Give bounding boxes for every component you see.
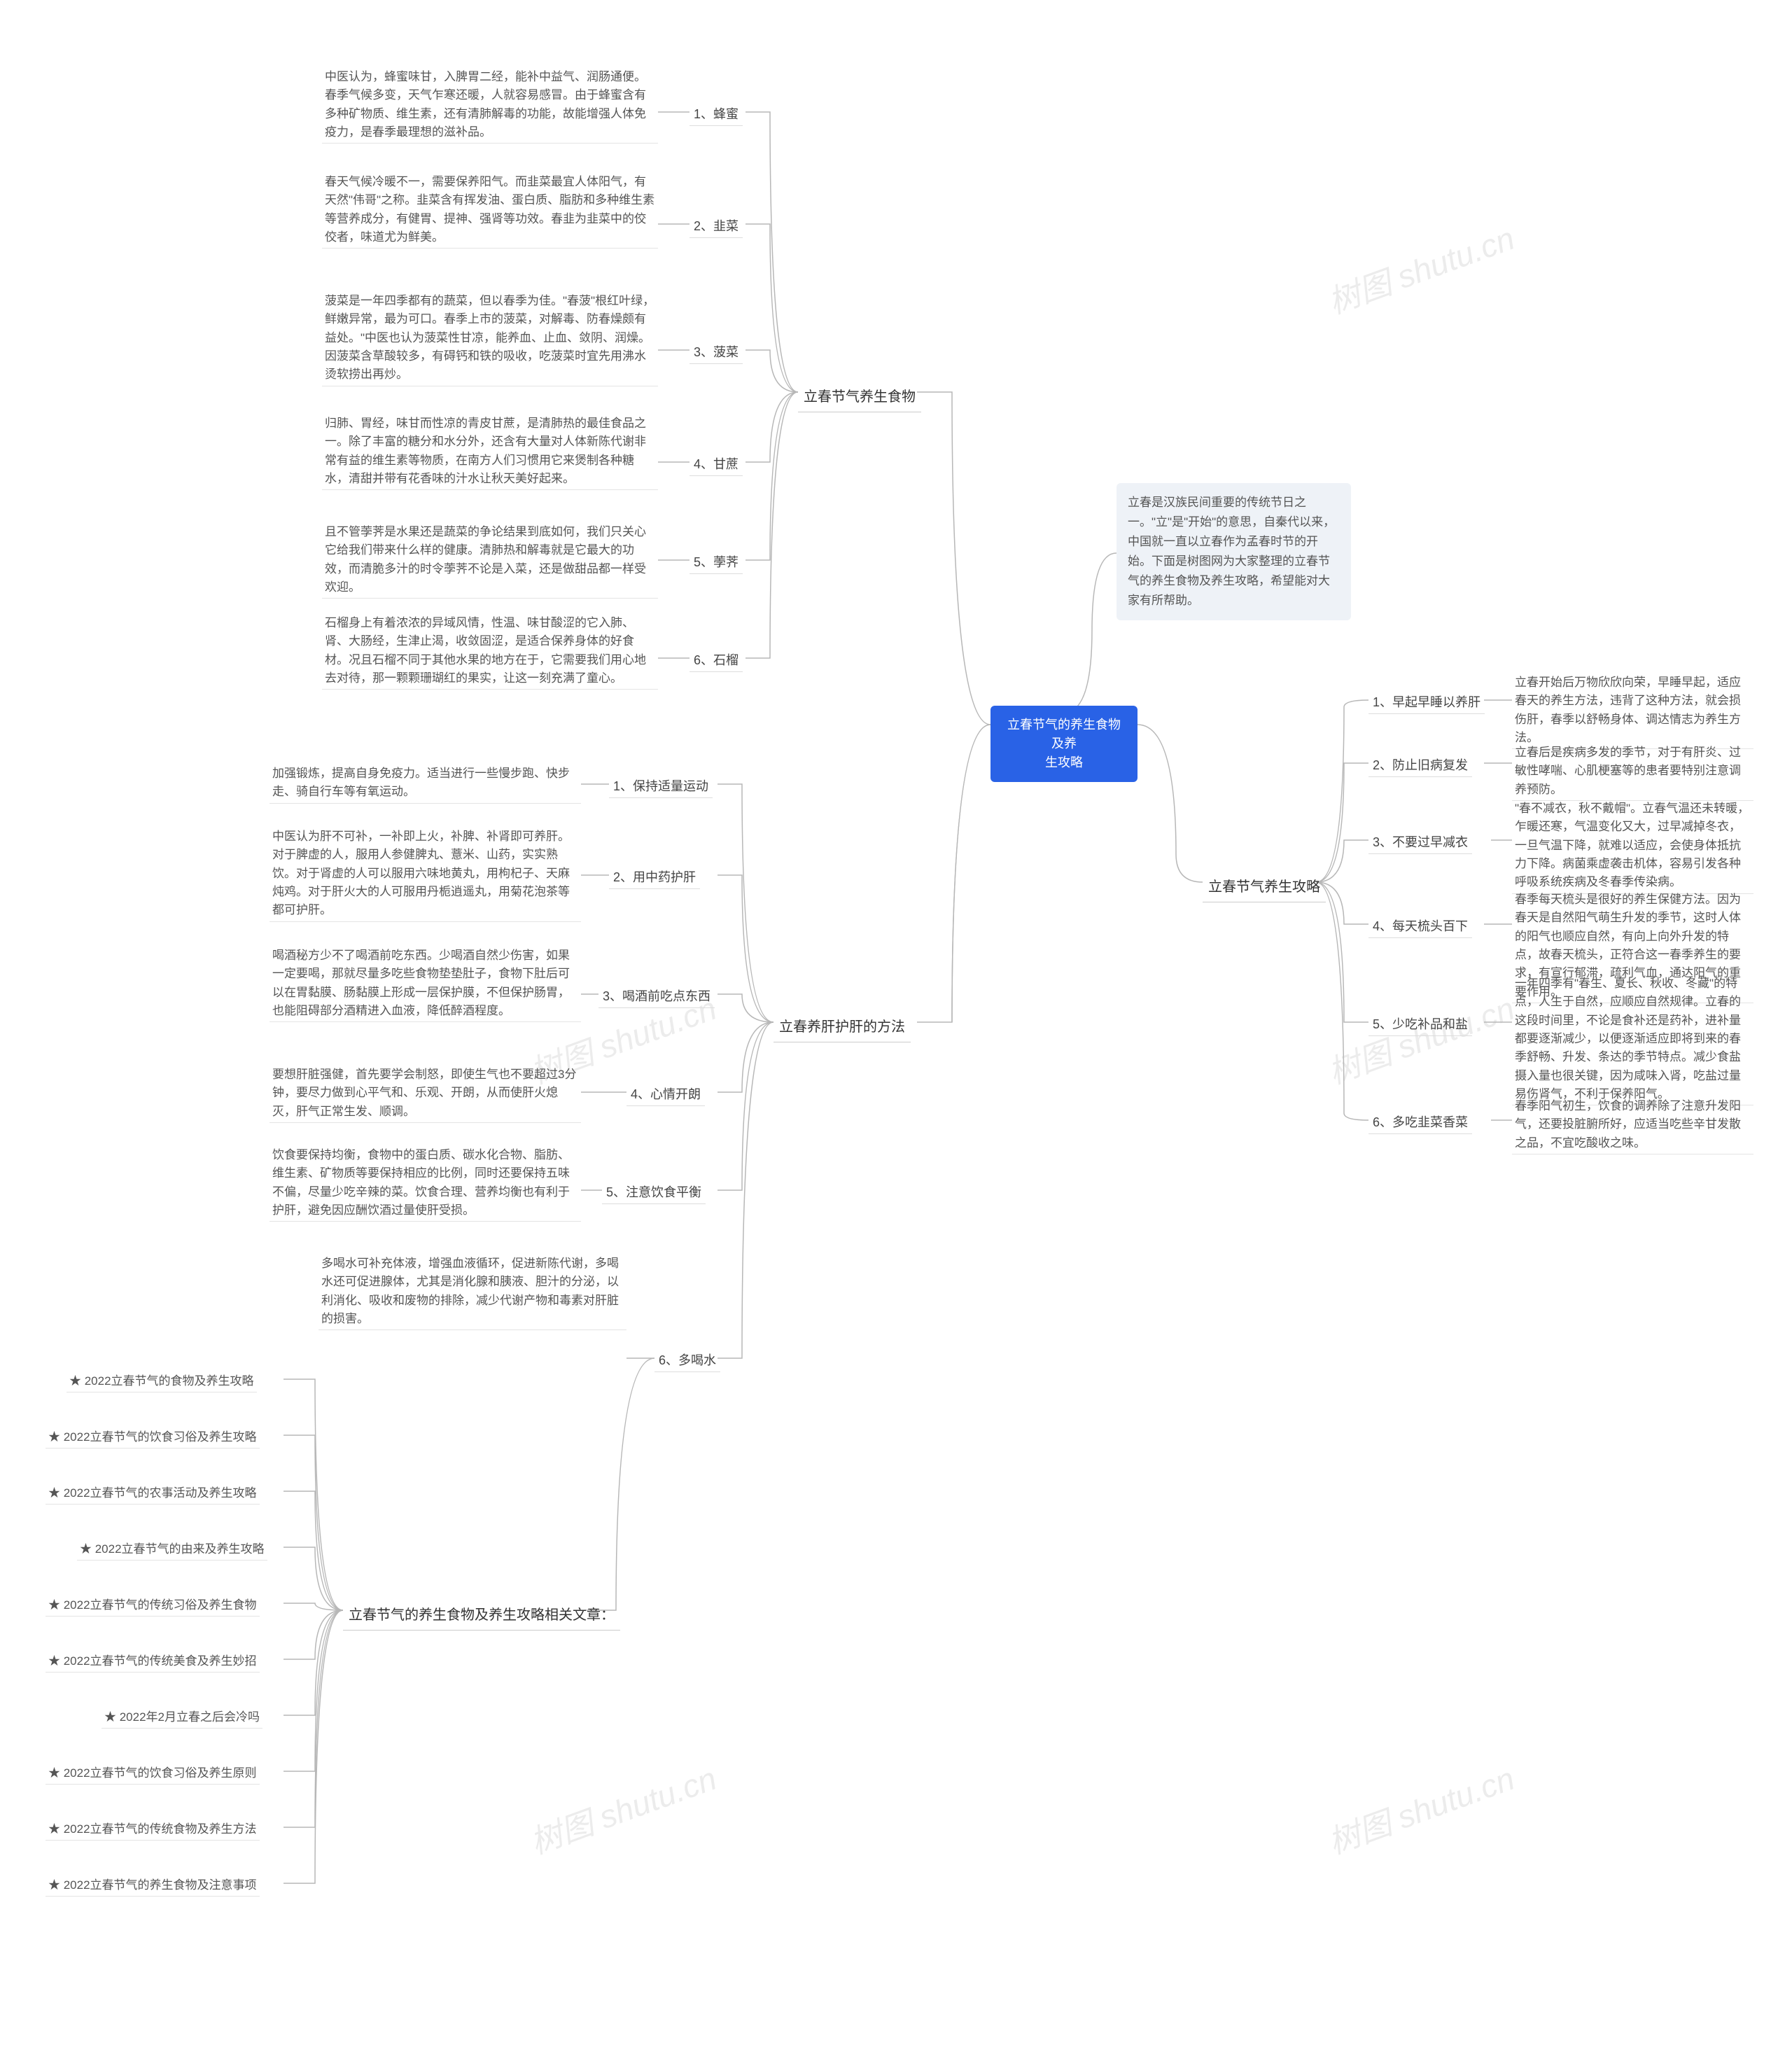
food-1-label[interactable]: 1、蜂蜜 <box>690 104 743 126</box>
food-3-label[interactable]: 3、菠菜 <box>690 342 743 364</box>
branch-guide-title[interactable]: 立春节气养生攻略 <box>1203 874 1326 902</box>
food-6-text: 石榴身上有着浓浓的异域风情，性温、味甘酸涩的它入肺、肾、大肠经，生津止渴，收敛固… <box>322 613 658 690</box>
intro-box: 立春是汉族民间重要的传统节日之一。"立"是"开始"的意思，自秦代以来，中国就一直… <box>1116 483 1351 620</box>
branch-foods-title[interactable]: 立春节气养生食物 <box>798 384 921 412</box>
food-1-text: 中医认为，蜂蜜味甘，入脾胃二经，能补中益气、润肠通便。春季气候多变，天气乍寒还暖… <box>322 67 658 144</box>
guide-item-5-label[interactable]: 5、少吃补品和盐 <box>1368 1014 1472 1036</box>
food-2-text: 春天气候冷暖不一，需要保养阳气。而韭菜最宜人体阳气，有天然"伟哥"之称。韭菜含有… <box>322 172 658 249</box>
liver-1-label[interactable]: 1、保持适量运动 <box>609 776 713 798</box>
branch-related-title[interactable]: 立春节气的养生食物及养生攻略相关文章： <box>343 1602 620 1631</box>
watermark: 树图 shutu.cn <box>1321 213 1520 323</box>
liver-4-label[interactable]: 4、心情开朗 <box>626 1084 705 1106</box>
related-item-1[interactable]: ★ 2022立春节气的食物及养生攻略 <box>66 1371 257 1393</box>
liver-5-text: 饮食要保持均衡，食物中的蛋白质、碳水化合物、脂肪、维生素、矿物质等要保持相应的比… <box>270 1145 581 1222</box>
liver-2-label[interactable]: 2、用中药护肝 <box>609 867 700 889</box>
related-item-5[interactable]: ★ 2022立春节气的传统习俗及养生食物 <box>46 1595 260 1617</box>
watermark: 树图 shutu.cn <box>1321 1753 1520 1863</box>
liver-3-text: 喝酒秘方少不了喝酒前吃东西。少喝酒自然少伤害，如果一定要喝，那就尽量多吃些食物垫… <box>270 945 581 1022</box>
liver-5-label[interactable]: 5、注意饮食平衡 <box>602 1182 706 1204</box>
guide-item-5-text: 一年四季有"春生、夏长、秋收、冬藏"的特点，人生于自然，应顺应自然规律。立春的这… <box>1512 973 1754 1105</box>
liver-3-label[interactable]: 3、喝酒前吃点东西 <box>598 986 715 1008</box>
guide-item-2-label[interactable]: 2、防止旧病复发 <box>1368 755 1472 777</box>
food-4-label[interactable]: 4、甘蔗 <box>690 454 743 476</box>
guide-item-4-label[interactable]: 4、每天梳头百下 <box>1368 916 1472 938</box>
liver-6-text: 多喝水可补充体液，增强血液循环，促进新陈代谢，多喝水还可促进腺体，尤其是消化腺和… <box>318 1253 626 1330</box>
food-2-label[interactable]: 2、韭菜 <box>690 216 743 238</box>
guide-item-2-text: 立春后是疾病多发的季节，对于有肝炎、过敏性哮喘、心肌梗塞等的患者要特别注意调养预… <box>1512 742 1754 801</box>
food-6-label[interactable]: 6、石榴 <box>690 650 743 672</box>
food-4-text: 归肺、胃经，味甘而性凉的青皮甘蔗，是清肺热的最佳食品之一。除了丰富的糖分和水分外… <box>322 413 658 490</box>
liver-6-label[interactable]: 6、多喝水 <box>654 1350 720 1372</box>
watermark: 树图 shutu.cn <box>523 1753 722 1863</box>
liver-2-text: 中医认为肝不可补，一补即上火，补脾、补肾即可养肝。对于脾虚的人，服用人参健脾丸、… <box>270 826 581 922</box>
related-item-6[interactable]: ★ 2022立春节气的传统美食及养生妙招 <box>46 1651 260 1673</box>
liver-1-text: 加强锻炼，提高自身免疫力。适当进行一些慢步跑、快步走、骑自行车等有氧运动。 <box>270 763 581 804</box>
related-item-7[interactable]: ★ 2022年2月立春之后会冷吗 <box>102 1707 262 1729</box>
root-node[interactable]: 立春节气的养生食物及养 生攻略 <box>990 706 1138 782</box>
guide-item-3-text: "春不减衣，秋不戴帽"。立春气温还未转暖，乍暖还寒，气温变化又大，过早减掉冬衣，… <box>1512 798 1754 894</box>
food-5-text: 且不管荸荠是水果还是蔬菜的争论结果到底如何，我们只关心它给我们带来什么样的健康。… <box>322 522 658 599</box>
root-line1: 立春节气的养生食物及养 <box>1007 718 1121 751</box>
branch-liver-title[interactable]: 立春养肝护肝的方法 <box>774 1014 911 1042</box>
guide-item-1-text: 立春开始后万物欣欣向荣，早睡早起，适应春天的养生方法，违背了这种方法，就会损伤肝… <box>1512 672 1754 749</box>
related-item-2[interactable]: ★ 2022立春节气的饮食习俗及养生攻略 <box>46 1427 260 1449</box>
guide-item-3-label[interactable]: 3、不要过早减衣 <box>1368 832 1472 854</box>
related-item-9[interactable]: ★ 2022立春节气的传统食物及养生方法 <box>46 1819 260 1841</box>
guide-item-6-text: 春季阳气初生，饮食的调养除了注意升发阳气，还要投脏腑所好，应适当吃些辛甘发散之品… <box>1512 1096 1754 1154</box>
related-item-10[interactable]: ★ 2022立春节气的养生食物及注意事项 <box>46 1875 260 1897</box>
guide-item-1-label[interactable]: 1、早起早睡以养肝 <box>1368 692 1485 714</box>
root-line2: 生攻略 <box>1045 755 1083 769</box>
related-item-8[interactable]: ★ 2022立春节气的饮食习俗及养生原则 <box>46 1763 260 1785</box>
watermark: 树图 shutu.cn <box>1321 983 1520 1093</box>
food-3-text: 菠菜是一年四季都有的蔬菜，但以春季为佳。"春菠"根红叶绿，鲜嫩异常，最为可口。春… <box>322 291 658 386</box>
related-item-3[interactable]: ★ 2022立春节气的农事活动及养生攻略 <box>46 1483 260 1505</box>
guide-item-6-label[interactable]: 6、多吃韭菜香菜 <box>1368 1112 1472 1134</box>
related-item-4[interactable]: ★ 2022立春节气的由来及养生攻略 <box>77 1539 267 1561</box>
food-5-label[interactable]: 5、荸荠 <box>690 552 743 574</box>
liver-4-text: 要想肝脏强健，首先要学会制怒，即使生气也不要超过3分钟，要尽力做到心平气和、乐观… <box>270 1064 581 1123</box>
